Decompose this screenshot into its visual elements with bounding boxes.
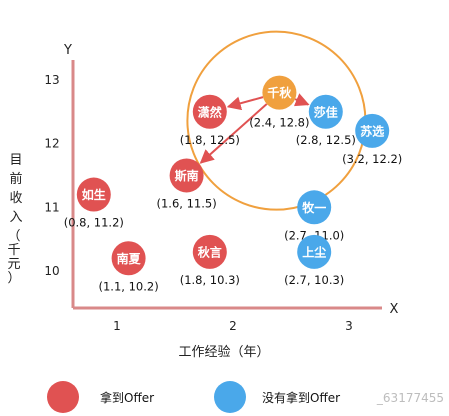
point-marker [192, 94, 227, 129]
data-point: 秋言 (1.8, 10.3) [180, 234, 240, 287]
point-coordinate-label: (2.4, 12.8) [249, 116, 309, 130]
neighbor-arrow [226, 96, 264, 111]
y-tick-label: 13 [44, 73, 59, 87]
x-axis-title: 工作经验（年） [178, 344, 269, 360]
neighbor-arrow [293, 93, 310, 107]
point-marker [111, 241, 146, 276]
point-name: 秋言 [198, 244, 222, 259]
point-coordinate-label: (1.6, 11.5) [157, 196, 217, 210]
x-axis-letter: X [390, 302, 399, 317]
point-marker [297, 190, 332, 225]
legend-marker [214, 381, 246, 413]
neighbor-arrow [199, 103, 268, 164]
point-coordinate-label: (0.8, 11.2) [64, 216, 124, 230]
y-tick-label: 11 [44, 200, 59, 214]
y-axis-letter: Y [63, 43, 72, 58]
point-marker [355, 113, 390, 148]
legend-label: 没有拿到Offer [262, 390, 340, 405]
data-point: 苏选 (3.2, 12.2) [342, 113, 402, 166]
data-point: 如生 (0.8, 11.2) [64, 177, 124, 230]
point-marker [308, 94, 343, 129]
data-point: 斯南 (1.6, 11.5) [157, 158, 217, 210]
y-axis-title-text: 目前收入（千元） [7, 153, 22, 286]
data-point: 潇然 (1.8, 12.5) [180, 94, 240, 147]
point-marker [192, 234, 227, 269]
point-name: 苏选 [360, 123, 384, 138]
point-coordinate-label: (3.2, 12.2) [342, 152, 402, 166]
point-name: 牧一 [302, 200, 326, 215]
y-axis-title: 目前收入（千元） [7, 153, 22, 286]
point-name: 千秋 [267, 85, 292, 100]
watermark: _63177455 [376, 391, 444, 405]
point-marker [169, 158, 204, 193]
x-tick-label: 1 [113, 319, 121, 333]
point-name: 潇然 [198, 104, 222, 119]
legend: 拿到Offer 没有拿到Offer [47, 381, 340, 413]
point-name: 上尘 [302, 244, 326, 259]
point-name: 如生 [82, 187, 106, 202]
point-coordinate-label: (1.1, 10.2) [99, 279, 159, 293]
data-point: 南夏 (1.1, 10.2) [99, 241, 159, 293]
y-tick-label: 12 [44, 137, 59, 151]
legend-label: 拿到Offer [100, 390, 154, 405]
point-marker [297, 234, 332, 269]
data-point: 莎佳 (2.8, 12.5) [296, 94, 356, 147]
point-coordinate-label: (1.8, 10.3) [180, 273, 240, 287]
legend-marker [47, 381, 79, 413]
point-coordinate-label: (2.7, 10.3) [284, 273, 344, 287]
x-tick-label: 3 [345, 319, 353, 333]
point-name: 斯南 [175, 168, 199, 183]
point-marker [76, 177, 111, 212]
point-marker [262, 75, 297, 110]
data-point: 上尘 (2.7, 10.3) [284, 234, 344, 287]
x-tick-label: 2 [229, 319, 237, 333]
point-coordinate-label: (1.8, 12.5) [180, 133, 240, 147]
data-point: 千秋 (2.4, 12.8) [249, 75, 309, 130]
point-coordinate-label: (2.8, 12.5) [296, 133, 356, 147]
data-point: 牧一(2.7, 11.0) [284, 190, 344, 242]
y-tick-label: 10 [44, 264, 59, 278]
point-name: 莎佳 [314, 104, 338, 119]
point-name: 南夏 [117, 251, 142, 266]
